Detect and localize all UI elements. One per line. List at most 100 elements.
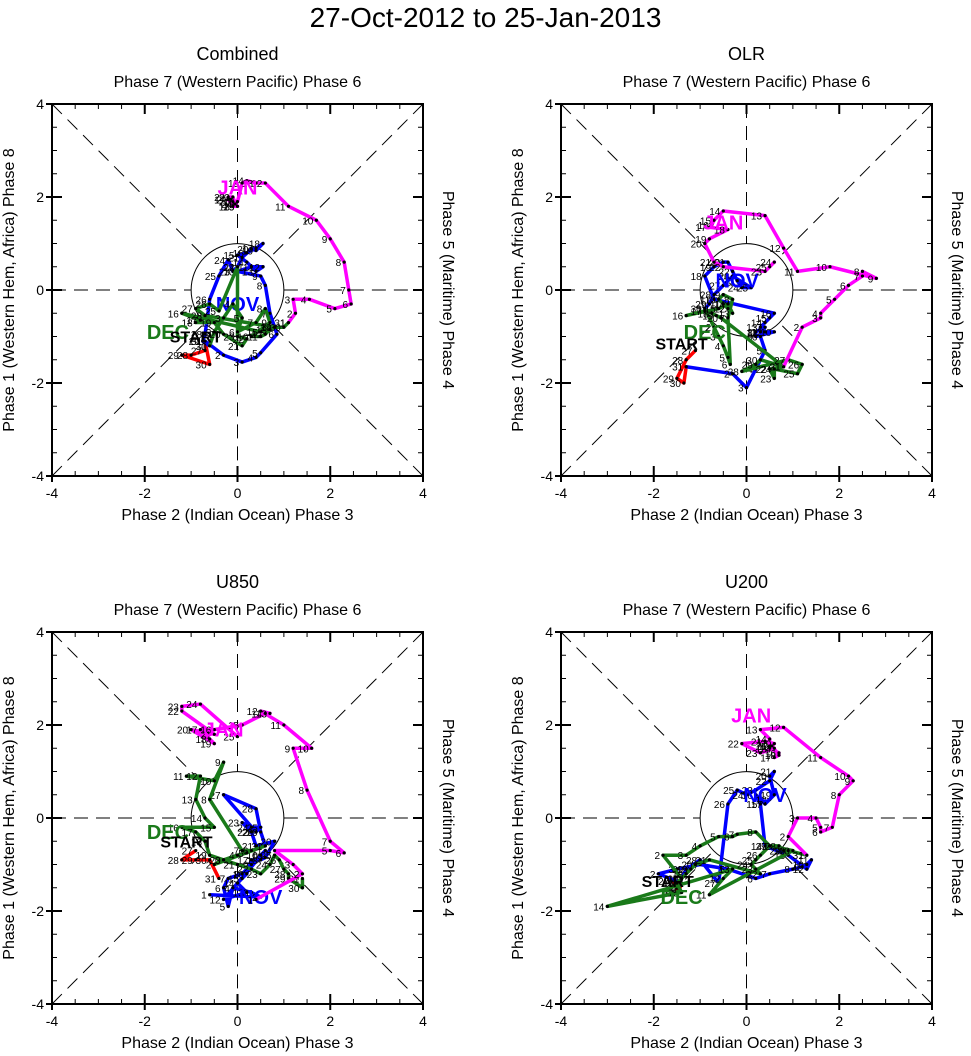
data-point	[679, 876, 684, 881]
day-label: 19	[758, 742, 770, 753]
day-label: 25	[223, 202, 235, 213]
day-label: 15	[200, 823, 212, 834]
day-label: 12	[247, 707, 259, 718]
day-label: 24	[760, 744, 772, 755]
data-point	[180, 709, 184, 713]
day-label: 28	[274, 870, 286, 881]
day-label: 21	[695, 856, 707, 867]
day-label: 1	[201, 891, 207, 902]
data-point	[763, 320, 767, 325]
day-label: 12	[751, 328, 763, 339]
data-point	[217, 876, 221, 881]
data-point	[226, 258, 230, 262]
data-point	[293, 311, 298, 315]
data-point	[717, 297, 721, 301]
data-point	[273, 853, 277, 857]
day-label: 8	[747, 828, 753, 839]
start-label: START	[160, 834, 212, 851]
data-point	[721, 344, 725, 348]
data-point	[240, 255, 244, 260]
y-axis-label: Phase 1 (Western Hem, Africa) Phase 8	[1, 148, 18, 431]
day-label: 29	[260, 323, 272, 334]
day-label: 24	[214, 256, 226, 267]
data-point	[291, 862, 295, 867]
day-label: 16	[168, 309, 180, 320]
data-point	[217, 309, 221, 313]
day-label: 3	[215, 314, 221, 325]
data-point	[768, 797, 772, 802]
data-point	[221, 897, 226, 901]
data-point	[791, 848, 795, 853]
day-label: 12	[714, 305, 726, 316]
day-label: 20	[707, 314, 719, 325]
day-label: 16	[200, 726, 212, 737]
right-axis-label: Phase 5 (Maritime) Phase 4	[948, 191, 965, 389]
day-label: 17	[751, 800, 763, 811]
data-point	[754, 793, 758, 797]
data-point	[712, 218, 716, 222]
day-label: 3	[285, 295, 291, 306]
day-label: 5	[322, 847, 328, 858]
day-label: 1	[196, 337, 202, 348]
data-point	[263, 848, 267, 853]
day-label: 24	[221, 200, 233, 211]
day-label: 1	[247, 895, 253, 906]
y-tick-label: -4	[32, 996, 45, 1012]
day-label: 17	[237, 856, 249, 867]
day-label: 11	[247, 333, 258, 344]
day-label: 5	[238, 849, 244, 860]
day-label: 2	[294, 870, 300, 881]
day-label: 17	[182, 828, 194, 839]
day-label: 25	[783, 370, 795, 381]
start-label: START	[656, 336, 708, 353]
data-point	[233, 202, 237, 206]
y-tick-label: 0	[545, 282, 553, 298]
data-point	[754, 334, 758, 339]
day-label: 17	[242, 244, 254, 255]
data-point	[235, 330, 240, 334]
data-point	[846, 283, 851, 287]
day-label: 14	[233, 177, 245, 188]
data-point	[703, 307, 707, 311]
data-point	[180, 311, 184, 315]
data-point	[212, 732, 216, 736]
phase-divider-line	[269, 631, 424, 786]
data-point	[314, 218, 318, 222]
day-label: 9	[761, 842, 767, 853]
day-label: 31	[793, 851, 805, 862]
day-label: 22	[237, 865, 249, 876]
day-label: 23	[228, 819, 240, 830]
data-point	[740, 286, 744, 290]
data-point	[763, 330, 767, 334]
data-point	[203, 348, 207, 353]
day-label: 5	[252, 349, 258, 360]
data-point	[605, 904, 609, 908]
day-label: 5	[710, 833, 716, 844]
day-label: 27	[681, 346, 693, 357]
day-label: 28	[191, 312, 203, 323]
data-point	[772, 330, 776, 334]
data-point	[758, 872, 763, 876]
day-label: 25	[742, 856, 754, 867]
data-point	[282, 325, 286, 329]
data-point	[221, 316, 226, 320]
data-point	[758, 330, 763, 334]
data-point	[194, 797, 198, 802]
day-label: 10	[793, 861, 805, 872]
data-point	[707, 302, 712, 306]
x-tick-label: 0	[234, 485, 242, 501]
day-label: 27	[705, 879, 717, 890]
data-point	[768, 367, 772, 371]
day-label: 25	[756, 742, 768, 753]
day-label: 1	[696, 305, 702, 316]
data-point	[772, 755, 776, 760]
data-point	[291, 297, 295, 301]
day-label: 17	[760, 754, 772, 765]
data-point	[273, 839, 277, 843]
data-point	[777, 844, 781, 848]
phase-divider-line	[51, 850, 206, 1005]
day-label: 30	[667, 874, 679, 885]
month-label-nov: NOV	[743, 785, 787, 807]
data-point	[772, 742, 776, 746]
x-tick-label: 0	[743, 1013, 751, 1029]
